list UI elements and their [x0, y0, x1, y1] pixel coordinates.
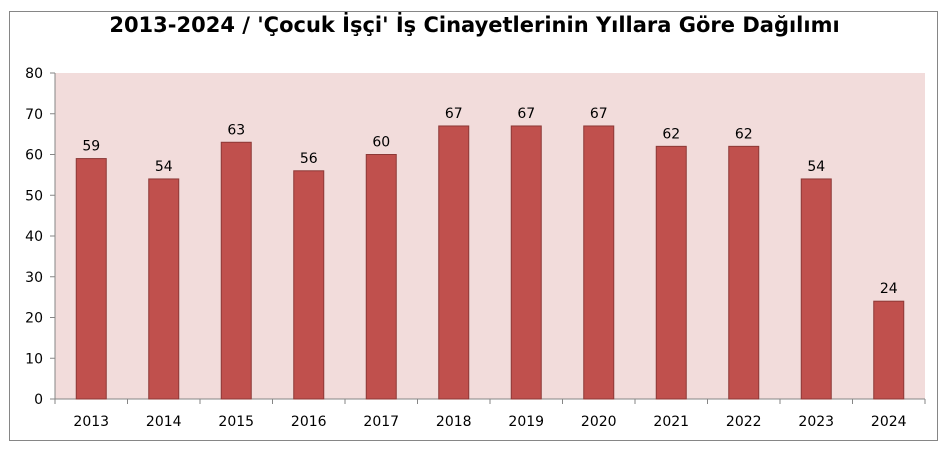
data-labels: 59 54 63 56 60 67 67 67 62 62 54 24	[82, 106, 897, 297]
data-label-2017: 60	[372, 135, 390, 151]
data-label-2013: 59	[82, 139, 100, 155]
bar-2023	[800, 178, 832, 400]
chart-title: 2013-2024 / 'Çocuk İşçi' İş Cinayetlerin…	[109, 13, 840, 37]
x-tick-label-2021: 2021	[653, 414, 689, 430]
data-label-2018: 67	[445, 106, 463, 122]
y-tick-label: 50	[25, 188, 43, 204]
data-label-2022: 62	[735, 126, 753, 142]
bars	[75, 125, 905, 400]
x-axis-ticks: 2013 2014 2015 2016 2017 2018 2019 2020 2021 2022…	[54, 399, 926, 430]
bar-2021	[655, 145, 687, 400]
bar-2017	[365, 154, 397, 400]
bar-2022	[728, 145, 760, 400]
data-label-2019: 67	[517, 106, 535, 122]
x-tick-label-2016: 2016	[291, 414, 327, 430]
y-tick-label: 60	[25, 148, 43, 164]
data-label-2016: 56	[300, 151, 318, 167]
plot-area	[55, 73, 925, 399]
bar-2024	[873, 300, 905, 400]
y-tick-label: 40	[25, 229, 43, 245]
x-tick-label-2017: 2017	[363, 414, 399, 430]
bar-2014	[148, 178, 180, 400]
x-tick-label-2013: 2013	[73, 414, 109, 430]
data-label-2023: 54	[807, 159, 825, 175]
x-tick-label-2022: 2022	[726, 414, 762, 430]
bar-2018	[438, 125, 470, 400]
y-tick-label: 20	[25, 311, 43, 327]
data-label-2014: 54	[155, 159, 173, 175]
y-tick-label: 30	[25, 270, 43, 286]
data-label-2024: 24	[880, 281, 898, 297]
data-label-2015: 63	[227, 122, 245, 138]
data-label-2021: 62	[662, 126, 680, 142]
bar-2020	[583, 125, 615, 400]
x-tick-label-2020: 2020	[581, 414, 617, 430]
x-tick-label-2014: 2014	[146, 414, 182, 430]
bar-2013	[75, 158, 107, 400]
data-label-2020: 67	[590, 106, 608, 122]
bar-2016	[293, 170, 325, 400]
x-tick-label-2023: 2023	[798, 414, 834, 430]
y-axis-ticks: 0 10 20 30 40 50 60 70 80	[25, 66, 55, 408]
y-tick-label: 0	[34, 392, 43, 408]
y-tick-label: 10	[25, 351, 43, 367]
x-tick-label-2019: 2019	[508, 414, 544, 430]
x-tick-label-2024: 2024	[871, 414, 907, 430]
bar-2015	[220, 141, 252, 400]
bar-2019	[510, 125, 542, 400]
y-tick-label: 80	[25, 66, 43, 82]
x-tick-label-2015: 2015	[218, 414, 254, 430]
x-tick-label-2018: 2018	[436, 414, 472, 430]
y-tick-label: 70	[25, 107, 43, 123]
